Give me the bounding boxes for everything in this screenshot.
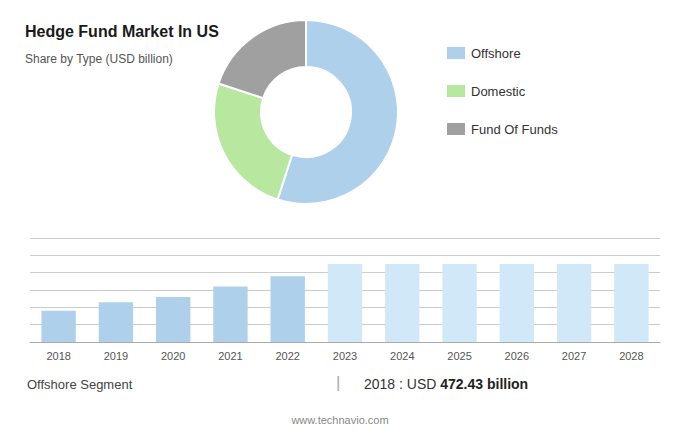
- svg-text:2025: 2025: [447, 350, 471, 362]
- svg-text:Hedge Fund Market In US: Hedge Fund Market In US: [25, 23, 219, 40]
- svg-text:2023: 2023: [333, 350, 357, 362]
- svg-text:2027: 2027: [562, 350, 586, 362]
- svg-text:2024: 2024: [390, 350, 414, 362]
- svg-text:www.technavio.com: www.technavio.com: [290, 414, 388, 426]
- svg-text:Domestic: Domestic: [471, 84, 526, 99]
- svg-text:472.43 billion: 472.43 billion: [440, 376, 528, 392]
- svg-text:Fund Of Funds: Fund Of Funds: [471, 122, 558, 137]
- svg-text:2020: 2020: [161, 350, 185, 362]
- svg-text:Offshore: Offshore: [471, 46, 521, 61]
- svg-text:2021: 2021: [218, 350, 242, 362]
- svg-text:|: |: [336, 373, 340, 392]
- svg-text:2022: 2022: [275, 350, 299, 362]
- svg-text:Offshore Segment: Offshore Segment: [27, 377, 133, 392]
- svg-text:2028: 2028: [619, 350, 643, 362]
- svg-text:2018: 2018: [46, 350, 70, 362]
- svg-text:2026: 2026: [505, 350, 529, 362]
- svg-text:Share by Type (USD billion): Share by Type (USD billion): [25, 52, 173, 66]
- svg-text:2018 : USD: 2018 : USD: [364, 376, 440, 392]
- svg-text:2019: 2019: [104, 350, 128, 362]
